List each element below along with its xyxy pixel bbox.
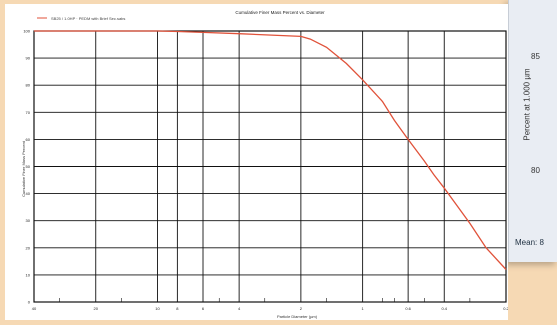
x-tick-label: 0.6: [405, 306, 411, 311]
mean-readout: Mean: 8: [515, 238, 544, 247]
y-tick-label: 70: [26, 110, 31, 115]
legend-entry: SB25 / 1.0HP · PEDM with Brief Sec.sabs: [51, 16, 125, 21]
chart-title: Cumulative Finer Mass Percent vs. Diamet…: [235, 10, 325, 15]
y-tick-label: 90: [26, 56, 31, 61]
x-tick-label: 0.4: [441, 306, 447, 311]
chart-panel[interactable]: Cumulative Finer Mass Percent vs. Diamet…: [5, 4, 510, 320]
x-tick-label: 1: [362, 306, 365, 311]
y-tick-label: 60: [26, 137, 31, 142]
x-tick-label: 0.2: [503, 306, 508, 311]
y-tick-label: 10: [26, 272, 31, 277]
x-tick-label: 20: [94, 306, 99, 311]
cumulative-finer-chart[interactable]: Cumulative Finer Mass Percent vs. Diamet…: [5, 4, 510, 320]
background-stats-window[interactable]: Percent at 1.000 µm 85 80 Mean: 8: [508, 0, 557, 262]
x-tick-label: 40: [32, 306, 37, 311]
y-tick-label: 30: [26, 218, 31, 223]
series-line: [34, 30, 507, 270]
tick-label-lower: 80: [531, 166, 540, 175]
percent-axis-label: Percent at 1.000 µm: [522, 68, 532, 141]
tick-label-upper: 85: [531, 52, 540, 61]
y-tick-label: 80: [26, 83, 31, 88]
x-axis-label: Particle Diameter (µm): [277, 314, 318, 319]
x-tick-label: 2: [300, 306, 303, 311]
x-tick-label: 6: [202, 306, 205, 311]
y-tick-label: 0: [28, 300, 31, 305]
x-tick-label: 10: [155, 306, 160, 311]
x-tick-label: 8: [176, 306, 179, 311]
x-tick-label: 4: [238, 306, 241, 311]
y-axis-label: Cumulative Finer Mass Percent: [21, 140, 26, 197]
y-tick-label: 100: [23, 29, 30, 34]
y-tick-label: 50: [26, 164, 31, 169]
y-tick-label: 40: [26, 191, 31, 196]
y-tick-label: 20: [26, 245, 31, 250]
